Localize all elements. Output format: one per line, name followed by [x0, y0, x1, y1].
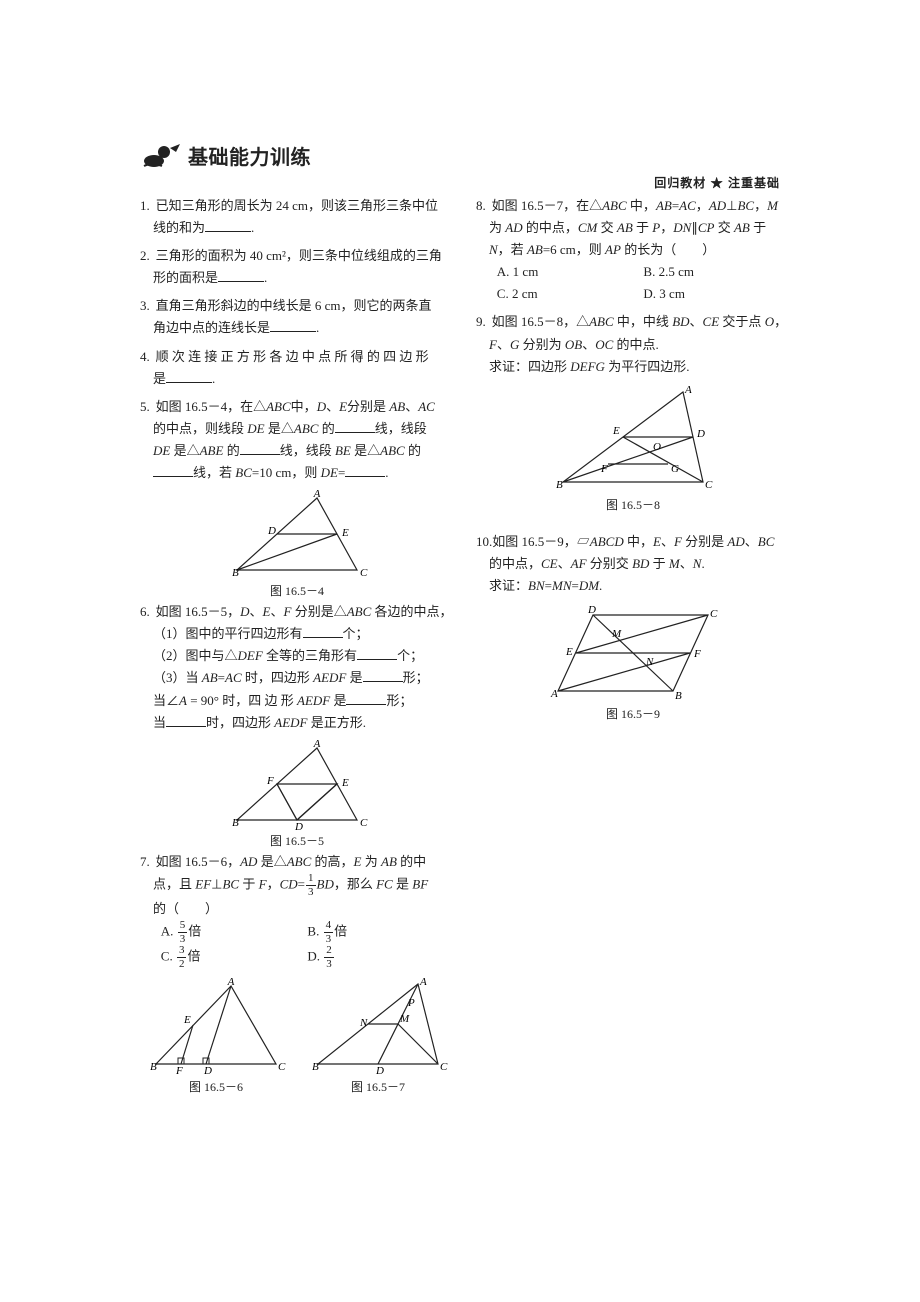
svg-text:F: F	[600, 463, 608, 475]
worksheet-page: 基础能力训练 回归教材 ★ 注重基础 1.已知三角形的周长为 24 cm，则该三…	[0, 0, 920, 1235]
subhead-left: 回归教材	[654, 176, 706, 190]
svg-text:D: D	[267, 525, 276, 537]
q1-l1: 已知三角形的周长为 24 cm，则该三角形三条中位	[156, 198, 438, 213]
figure-16-5-6: A B C D E F	[146, 976, 286, 1076]
question-4: 4.顺 次 连 接 正 方 形 各 边 中 点 所 得 的 四 边 形 是.	[140, 346, 454, 390]
figure-16-5-9: D C A B E F M N 图 16.5－9	[476, 603, 790, 722]
svg-text:O: O	[653, 441, 661, 453]
svg-text:A: A	[684, 384, 692, 396]
q1-l2: 线的和为	[153, 220, 205, 235]
svg-text:B: B	[556, 479, 563, 491]
svg-text:P: P	[407, 997, 415, 1009]
svg-text:C: C	[278, 1061, 286, 1073]
svg-text:N: N	[359, 1017, 368, 1029]
svg-text:E: E	[183, 1014, 191, 1026]
svg-text:A: A	[313, 490, 321, 500]
figure-16-5-4: A B C D E 图 16.5－4	[140, 490, 454, 599]
q3-tail: .	[316, 320, 319, 335]
svg-text:C: C	[360, 817, 368, 829]
question-7: 7.如图 16.5－6，AD 是△ABC 的高，E 为 AB 的中 点，且 EF…	[140, 851, 454, 970]
svg-text:D: D	[587, 604, 596, 616]
q5-num: 5.	[140, 396, 156, 418]
q4-l2: 是	[153, 371, 166, 386]
q4-blank	[166, 370, 212, 383]
figure-16-5-5: A B C F E D 图 16.5－5	[140, 740, 454, 849]
svg-text:M: M	[611, 628, 622, 640]
q2-tail: .	[264, 270, 267, 285]
question-1: 1.已知三角形的周长为 24 cm，则该三角形三条中位 线的和为.	[140, 195, 454, 239]
question-5: 5.如图 16.5－4，在△ABC中，D、E分别是 AB、AC 的中点，则线段 …	[140, 396, 454, 484]
svg-text:E: E	[612, 425, 620, 437]
svg-text:A: A	[550, 688, 558, 700]
q3-l1: 直角三角形斜边的中线长是 6 cm，则它的两条直	[156, 298, 432, 313]
q1-num: 1.	[140, 195, 156, 217]
question-3: 3.直角三角形斜边的中线长是 6 cm，则它的两条直 角边中点的连线长是.	[140, 295, 454, 339]
q4-l1: 顺 次 连 接 正 方 形 各 边 中 点 所 得 的 四 边 形	[156, 349, 429, 364]
q7-options: A. 53倍 B. 43倍 C. 32倍 D. 23	[161, 920, 454, 970]
svg-text:E: E	[341, 777, 349, 789]
svg-text:F: F	[175, 1065, 183, 1076]
svg-text:D: D	[294, 821, 303, 830]
fig5-label: 图 16.5－5	[140, 832, 454, 849]
svg-text:A: A	[227, 976, 235, 988]
q4-num: 4.	[140, 346, 156, 368]
q3-blank	[270, 320, 316, 333]
svg-text:A: A	[419, 976, 427, 988]
svg-text:B: B	[232, 567, 239, 579]
svg-text:N: N	[645, 656, 654, 668]
q2-num: 2.	[140, 245, 156, 267]
banner-title: 基础能力训练	[188, 141, 311, 170]
q3-num: 3.	[140, 295, 156, 317]
subhead-right: 注重基础	[728, 176, 780, 190]
question-9: 9.如图 16.5－8，△ABC 中，中线 BD、CE 交于点 O， F、G 分…	[476, 311, 790, 377]
q8-options: A. 1 cmB. 2.5 cm C. 2 cmD. 3 cm	[497, 261, 790, 305]
question-2: 2.三角形的面积为 40 cm²，则三条中位线组成的三角 形的面积是.	[140, 245, 454, 289]
question-6: 6.如图 16.5－5，D、E、F 分别是△ABC 各边的中点， （1）图中的平…	[140, 601, 454, 734]
q2-blank	[218, 270, 264, 283]
svg-text:C: C	[440, 1061, 448, 1073]
question-8: 8.如图 16.5－7，在△ABC 中，AB=AC，AD⊥BC，M 为 AD 的…	[476, 195, 790, 305]
svg-text:G: G	[671, 463, 679, 475]
subhead: 回归教材 ★ 注重基础	[140, 174, 790, 191]
svg-text:C: C	[710, 608, 718, 620]
q1-tail: .	[251, 220, 254, 235]
q3-l2: 角边中点的连线长是	[153, 320, 270, 335]
fig4-label: 图 16.5－4	[140, 582, 454, 599]
q2-l1: 三角形的面积为 40 cm²，则三条中位线组成的三角	[156, 248, 442, 263]
svg-text:D: D	[203, 1065, 212, 1076]
svg-text:C: C	[705, 479, 713, 491]
q4-tail: .	[212, 371, 215, 386]
svg-text:D: D	[375, 1065, 384, 1076]
star-icon: ★	[711, 176, 724, 190]
svg-text:B: B	[312, 1061, 319, 1073]
svg-text:E: E	[341, 527, 349, 539]
svg-text:F: F	[693, 648, 701, 660]
svg-text:C: C	[360, 567, 368, 579]
svg-text:B: B	[150, 1061, 157, 1073]
svg-text:B: B	[232, 817, 239, 829]
svg-text:E: E	[565, 646, 573, 658]
question-10: 10.如图 16.5－9，▱ABCD 中，E、F 分别是 AD、BC 的中点，C…	[476, 531, 790, 597]
svg-text:D: D	[696, 428, 705, 440]
figure-16-5-8: A B C E D O F G 图 16.5－8	[476, 384, 790, 513]
q2-l2: 形的面积是	[153, 270, 218, 285]
figure-16-5-7: A B C D M N P	[308, 976, 448, 1076]
svg-text:A: A	[313, 740, 321, 750]
svg-text:F: F	[266, 775, 274, 787]
svg-text:B: B	[675, 690, 682, 702]
two-column-body: 1.已知三角形的周长为 24 cm，则该三角形三条中位 线的和为. 2.三角形的…	[140, 195, 790, 1195]
banner-icon	[140, 140, 182, 170]
section-banner: 基础能力训练	[140, 140, 790, 170]
figures-6-7: A B C D E F 图 16.5－6 A B C	[140, 976, 454, 1095]
q1-blank	[205, 219, 251, 232]
svg-text:M: M	[399, 1013, 410, 1025]
